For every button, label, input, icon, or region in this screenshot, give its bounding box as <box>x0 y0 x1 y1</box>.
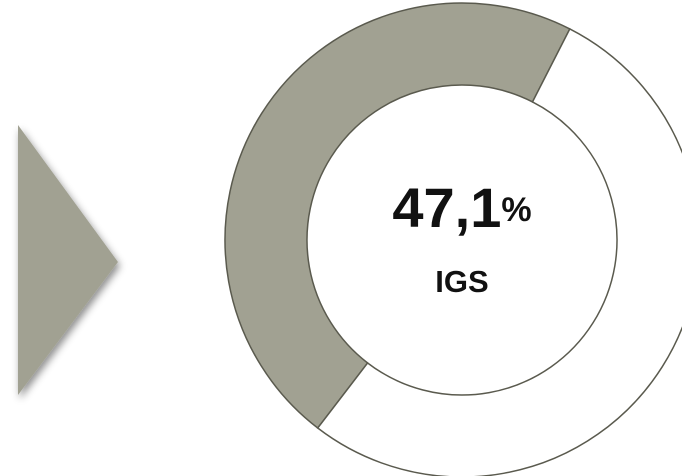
arrow <box>18 125 118 395</box>
donut-segment <box>316 27 682 476</box>
center-value-label: 47,1% <box>392 176 531 239</box>
donut <box>224 2 682 476</box>
donut-segment <box>224 2 571 430</box>
center-category-label: IGS <box>435 264 488 299</box>
